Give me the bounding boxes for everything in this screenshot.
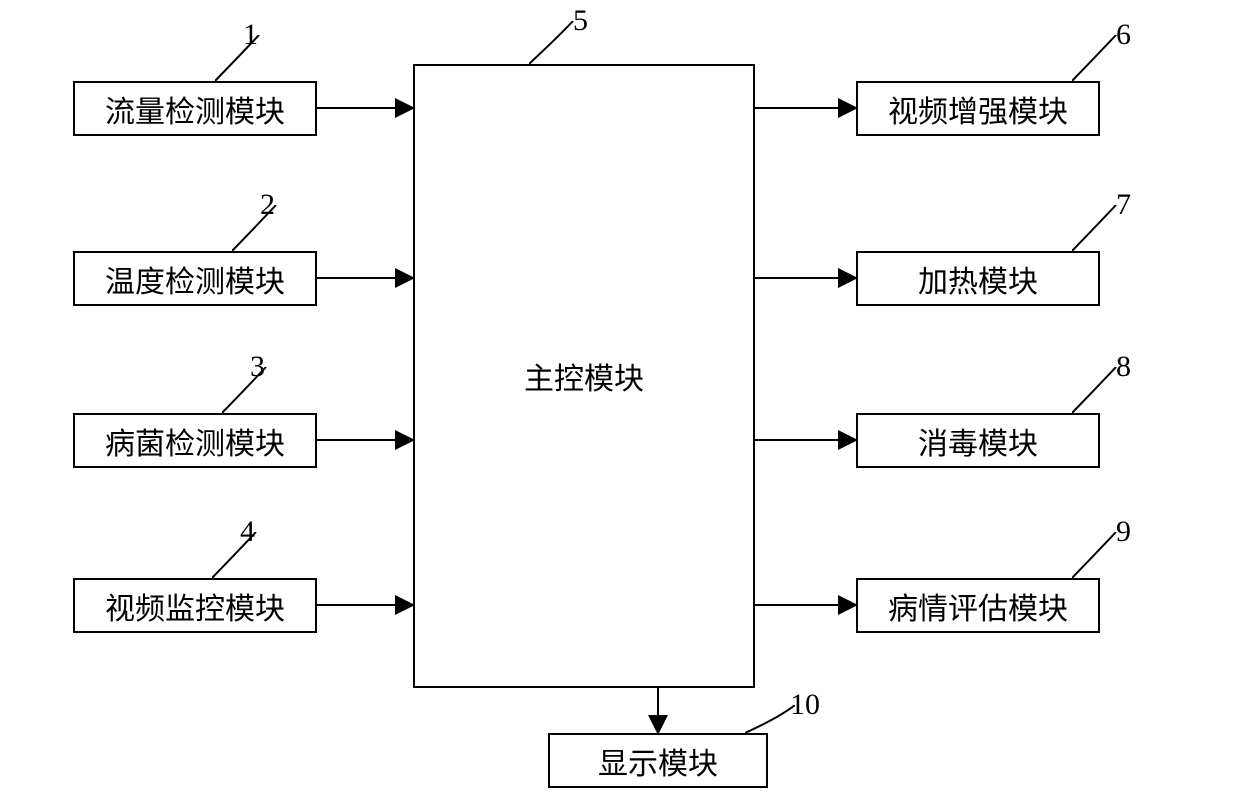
- right-box-6: 视频增强模块: [856, 81, 1100, 136]
- center-num: 5: [573, 4, 588, 38]
- right-leader-8: [1072, 367, 1122, 417]
- right-leader-6: [1072, 35, 1122, 85]
- left-box-3: 病菌检测模块: [73, 413, 317, 468]
- bottom-box: 显示模块: [548, 733, 768, 788]
- left-box-1: 流量检测模块: [73, 81, 317, 136]
- right-box-9: 病情评估模块: [856, 578, 1100, 633]
- right-num-6: 6: [1116, 18, 1131, 52]
- left-num-2: 2: [260, 188, 275, 222]
- right-num-7: 7: [1116, 188, 1131, 222]
- right-box-8: 消毒模块: [856, 413, 1100, 468]
- bottom-box-label: 显示模块: [598, 739, 718, 783]
- right-num-8: 8: [1116, 350, 1131, 384]
- left-box-4: 视频监控模块: [73, 578, 317, 633]
- left-box-1-label: 流量检测模块: [105, 87, 285, 131]
- right-box-7: 加热模块: [856, 251, 1100, 306]
- right-leader-9: [1072, 532, 1122, 582]
- right-num-9: 9: [1116, 515, 1131, 549]
- left-num-4: 4: [240, 515, 255, 549]
- right-box-8-label: 消毒模块: [918, 419, 1038, 463]
- left-box-3-label: 病菌检测模块: [105, 419, 285, 463]
- bottom-num: 10: [790, 688, 820, 722]
- left-box-2: 温度检测模块: [73, 251, 317, 306]
- center-module-label: 主控模块: [524, 354, 644, 398]
- left-num-3: 3: [250, 350, 265, 384]
- left-box-2-label: 温度检测模块: [105, 257, 285, 301]
- left-num-1: 1: [243, 18, 258, 52]
- right-box-9-label: 病情评估模块: [888, 584, 1068, 628]
- right-box-7-label: 加热模块: [918, 257, 1038, 301]
- left-box-4-label: 视频监控模块: [105, 584, 285, 628]
- right-box-6-label: 视频增强模块: [888, 87, 1068, 131]
- right-leader-7: [1072, 205, 1122, 255]
- center-module-box: 主控模块: [413, 64, 755, 688]
